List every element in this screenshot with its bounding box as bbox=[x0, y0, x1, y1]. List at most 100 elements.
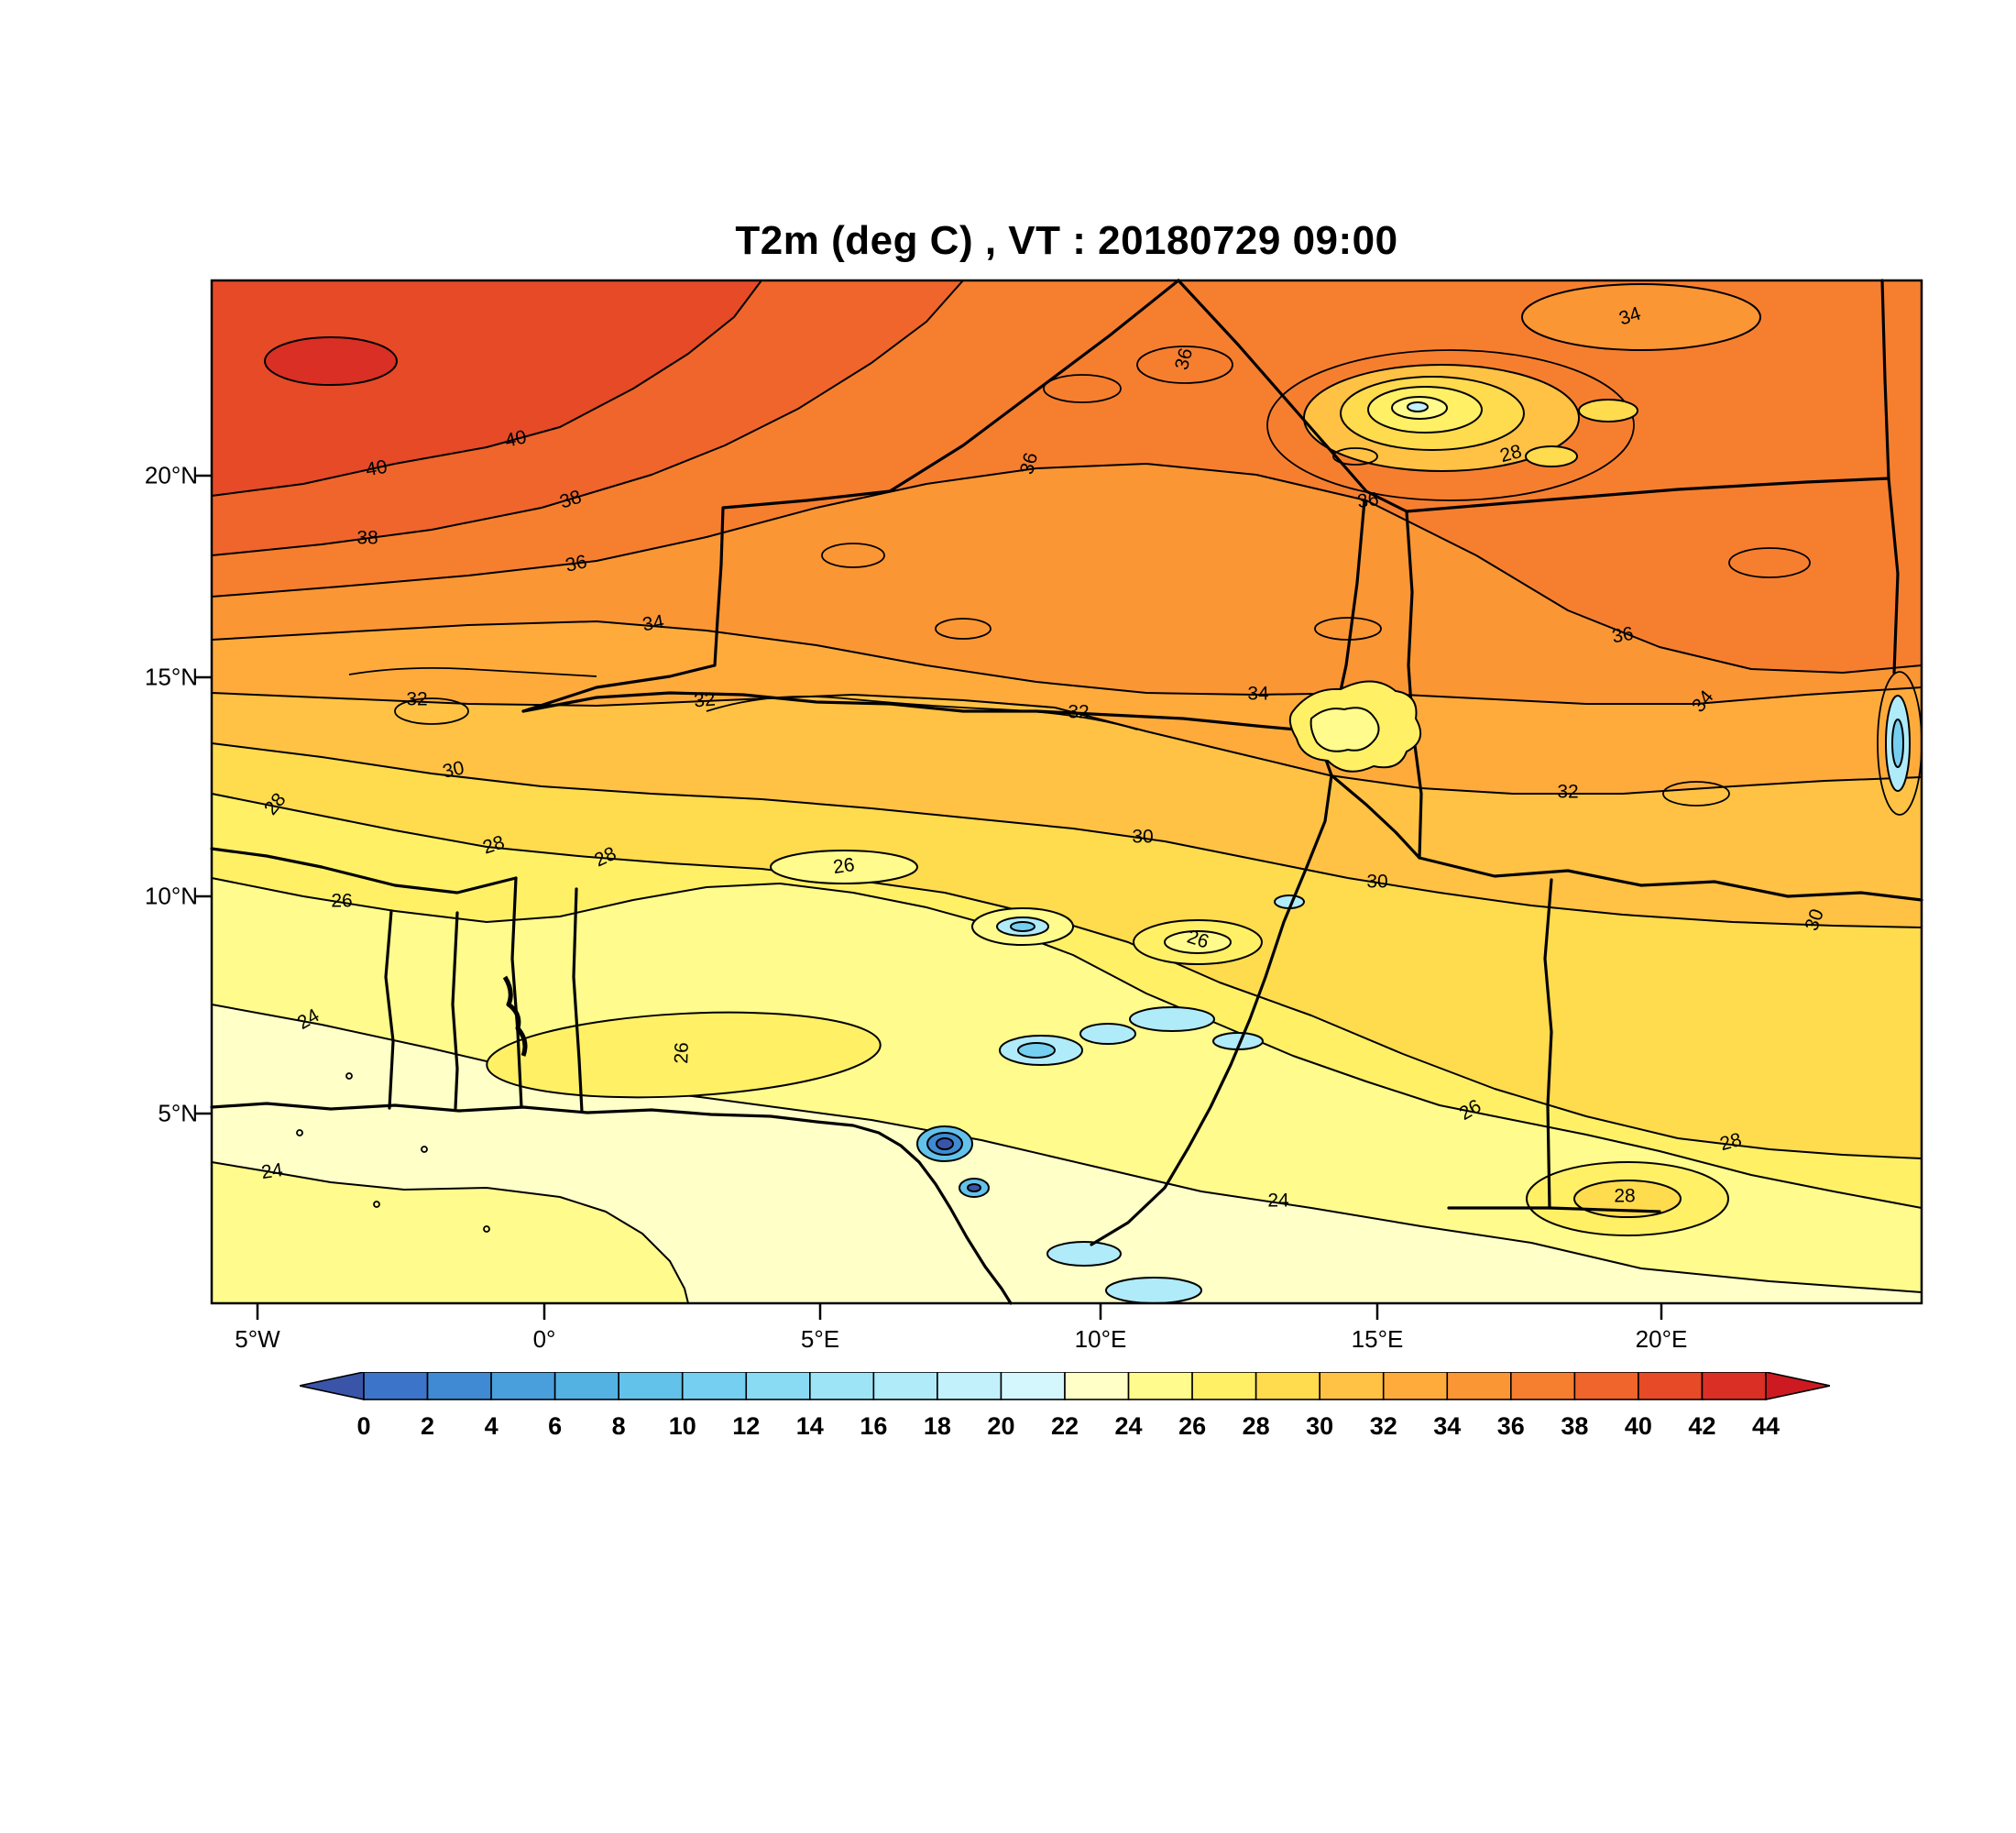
lake-chad-inner bbox=[1309, 707, 1380, 752]
colorbar-segment bbox=[681, 1371, 748, 1400]
contour-ring-4 bbox=[1728, 547, 1811, 578]
colorbar-segment bbox=[1446, 1371, 1512, 1400]
colorbar-tick-label: 10 bbox=[669, 1412, 696, 1440]
contour-label: 30 bbox=[1132, 827, 1153, 848]
lat-tick-label: 20°N bbox=[144, 461, 198, 489]
lon-tick-label: 10°E bbox=[1074, 1325, 1127, 1353]
lat-tick-label: 5°N bbox=[158, 1099, 198, 1127]
colorbar-tick-label: 44 bbox=[1752, 1412, 1780, 1440]
contour-label: 36 bbox=[1356, 488, 1380, 512]
colorbar-tick-label: 24 bbox=[1115, 1412, 1143, 1440]
cold-patch-7 bbox=[1105, 1277, 1202, 1304]
colorbar-tick-label: 4 bbox=[485, 1412, 499, 1440]
colorbar-segment bbox=[618, 1371, 684, 1400]
contour-pockets bbox=[264, 283, 1761, 1236]
cool-pocket-26b-inner bbox=[1164, 930, 1232, 954]
colorbar: 0 2 4 6 8 10 12 14 16 18 20 22 24 26 28 30 32 34 36 38 40 42 4… bbox=[299, 1371, 1831, 1456]
contour-ring-5 bbox=[394, 697, 469, 725]
temperature-bands bbox=[211, 280, 1923, 1304]
border-east-vertical bbox=[1880, 279, 1900, 675]
contour-label: 34 bbox=[641, 611, 665, 636]
colorbar-segment bbox=[1191, 1371, 1257, 1400]
tibesti-satellite-2 bbox=[1332, 447, 1378, 466]
tibesti-core bbox=[1407, 401, 1429, 412]
colorbar-tick-label: 6 bbox=[548, 1412, 562, 1440]
colorbar-tick-label: 18 bbox=[924, 1412, 951, 1440]
colorbar-segment bbox=[490, 1371, 556, 1400]
colorbar-tick-label: 38 bbox=[1561, 1412, 1588, 1440]
contour-label: 38 bbox=[356, 528, 378, 549]
cold-patch-1-core bbox=[1017, 1042, 1056, 1059]
border-nigeria-north bbox=[521, 691, 1318, 733]
colorbar-segment bbox=[363, 1371, 429, 1400]
lon-tick-label: 5°E bbox=[800, 1325, 840, 1353]
tibesti-cluster bbox=[1266, 349, 1638, 501]
colorbar-tick-label: 36 bbox=[1497, 1412, 1525, 1440]
border-ghana-east bbox=[451, 911, 459, 1110]
speck-5 bbox=[483, 1225, 490, 1233]
lat-tick-label: 15°N bbox=[144, 663, 198, 691]
latitude-axis: 20°N 15°N 10°N 5°N bbox=[88, 280, 203, 1303]
border-west-edge bbox=[210, 847, 323, 869]
tibesti-ring-outer bbox=[1266, 349, 1635, 501]
border-nigeria-cameroon bbox=[1090, 730, 1333, 1246]
border-ghana-west bbox=[384, 909, 395, 1110]
border-togo bbox=[510, 876, 523, 1109]
mountain-cold-spot-core bbox=[936, 1137, 954, 1150]
mountain-cold-spot-2-core bbox=[967, 1183, 981, 1192]
contour-ring-1 bbox=[1043, 374, 1122, 403]
colorbar-segment bbox=[1510, 1371, 1576, 1400]
colorbar-tick-label: 2 bbox=[421, 1412, 434, 1440]
contour-label: 34 bbox=[1247, 684, 1269, 705]
colorbar-tick-label: 32 bbox=[1370, 1412, 1397, 1440]
contour-ring-7 bbox=[935, 618, 992, 640]
coastline bbox=[210, 1102, 1013, 1305]
speck-1 bbox=[345, 1072, 353, 1080]
contour-label: 26 bbox=[331, 891, 352, 912]
colorbar-segment bbox=[1064, 1371, 1130, 1400]
contour-ring-2 bbox=[1136, 346, 1233, 384]
colorbar-under-arrow bbox=[299, 1371, 365, 1400]
colorbar-segment bbox=[937, 1371, 1003, 1400]
cold-patch-2 bbox=[1079, 1023, 1136, 1045]
contour-ring-6 bbox=[1662, 781, 1730, 807]
colorbar-segment bbox=[1255, 1371, 1320, 1400]
contour-label: 32 bbox=[406, 689, 427, 710]
contour-label: 24 bbox=[260, 1159, 285, 1183]
speck-3 bbox=[373, 1201, 380, 1208]
contour-label: 32 bbox=[693, 689, 716, 712]
colorbar-tick-label: 0 bbox=[356, 1412, 370, 1440]
contour-label: 30 bbox=[1366, 872, 1387, 893]
lon-tick-label: 15°E bbox=[1351, 1325, 1404, 1353]
colorbar-segment bbox=[1000, 1371, 1066, 1400]
colorbar-segment bbox=[1127, 1371, 1193, 1400]
border-cameroon-chad bbox=[1330, 774, 1421, 860]
border-niger-west bbox=[521, 279, 1180, 713]
tibesti-satellite-3 bbox=[1578, 399, 1638, 423]
longitude-axis: 5°W 0° 5°E 10°E 15°E 20°E bbox=[212, 1325, 1922, 1362]
cold-streak-core bbox=[1891, 719, 1904, 768]
colorbar-segment bbox=[809, 1371, 875, 1400]
contour-label: 32 bbox=[1557, 782, 1578, 803]
colorbar-tick-label: 34 bbox=[1433, 1412, 1461, 1440]
colorbar-over-arrow bbox=[1765, 1371, 1831, 1400]
colorbar-segment bbox=[745, 1371, 811, 1400]
cool-pocket-34-ne bbox=[1521, 283, 1761, 351]
border-cameroon-car bbox=[1543, 878, 1553, 1210]
lake-volta bbox=[502, 975, 528, 1057]
colorbar-tick-label: 12 bbox=[732, 1412, 760, 1440]
colorbar-tick-label: 8 bbox=[612, 1412, 626, 1440]
colorbar-tick-label: 16 bbox=[860, 1412, 887, 1440]
lon-tick-label: 0° bbox=[532, 1325, 556, 1353]
contour-label: 24 bbox=[1267, 1191, 1289, 1212]
border-benin bbox=[572, 887, 584, 1114]
cold-patch-6 bbox=[1046, 1241, 1122, 1267]
colorbar-segment bbox=[1573, 1371, 1639, 1400]
colorbar-tick-label: 30 bbox=[1306, 1412, 1333, 1440]
colorbar-tick-label: 26 bbox=[1178, 1412, 1206, 1440]
contour-label: 28 bbox=[1614, 1186, 1635, 1207]
contour-wiggle-2 bbox=[348, 666, 597, 677]
colorbar-segment bbox=[1701, 1371, 1767, 1400]
warm-pocket-se-inner bbox=[1573, 1180, 1682, 1218]
map-area: 40 40 38 38 36 36 36 36 36 34 34 34 34 32 32 32 32 30 30 30… bbox=[195, 279, 1923, 1320]
